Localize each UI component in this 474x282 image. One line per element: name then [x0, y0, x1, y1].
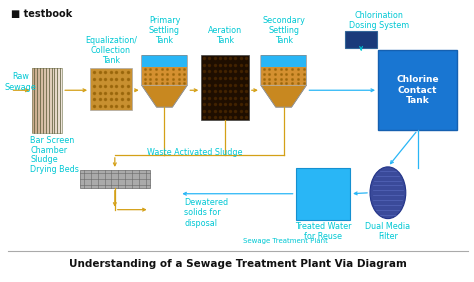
Bar	[50, 68, 51, 133]
Bar	[52, 68, 53, 133]
Text: Chlorine
Contact
Tank: Chlorine Contact Tank	[396, 75, 439, 105]
Text: Treated Water
for Reuse: Treated Water for Reuse	[295, 222, 351, 241]
Bar	[36, 68, 37, 133]
Bar	[60, 68, 61, 133]
Bar	[61, 68, 62, 133]
Text: Dewatered
solids for
disposal: Dewatered solids for disposal	[184, 198, 228, 228]
Bar	[37, 68, 38, 133]
Text: ■ testbook: ■ testbook	[10, 9, 72, 19]
Bar	[39, 68, 40, 133]
Text: Sewage Treatment Plant: Sewage Treatment Plant	[243, 237, 328, 244]
Bar	[345, 30, 377, 49]
Bar	[90, 68, 132, 110]
Bar	[54, 68, 55, 133]
Bar	[142, 56, 187, 67]
Text: Dual Media
Filter: Dual Media Filter	[365, 222, 410, 241]
Bar	[201, 56, 249, 120]
Bar	[47, 68, 48, 133]
Polygon shape	[261, 85, 307, 107]
Bar	[32, 68, 62, 133]
Text: Equalization/
Collection
Tank: Equalization/ Collection Tank	[85, 36, 137, 65]
Bar	[48, 68, 49, 133]
Bar	[45, 68, 46, 133]
Bar	[56, 68, 57, 133]
Bar	[42, 68, 43, 133]
Text: Bar Screen
Chamber: Bar Screen Chamber	[30, 136, 75, 155]
Bar	[261, 56, 307, 67]
Text: Chlorination
Dosing System: Chlorination Dosing System	[349, 11, 409, 30]
Bar	[58, 68, 59, 133]
Bar	[142, 67, 187, 85]
Bar	[59, 68, 60, 133]
Bar	[378, 50, 457, 130]
Text: Aeration
Tank: Aeration Tank	[208, 26, 242, 45]
Bar	[38, 68, 39, 133]
Bar	[33, 68, 35, 133]
Bar	[55, 68, 56, 133]
Ellipse shape	[370, 167, 406, 219]
Bar	[51, 68, 52, 133]
Bar	[43, 68, 45, 133]
Bar	[49, 68, 50, 133]
Bar	[41, 68, 42, 133]
Bar	[35, 68, 36, 133]
Text: Raw
Sewage: Raw Sewage	[5, 72, 36, 92]
Bar	[80, 170, 150, 188]
Bar	[261, 67, 307, 85]
Bar	[40, 68, 41, 133]
Bar	[32, 68, 33, 133]
Text: Sludge
Drying Beds: Sludge Drying Beds	[30, 155, 79, 174]
Text: Primary
Settling
Tank: Primary Settling Tank	[149, 16, 180, 45]
Bar	[46, 68, 47, 133]
Text: Understanding of a Sewage Treatment Plant Via Diagram: Understanding of a Sewage Treatment Plan…	[69, 259, 407, 269]
Bar	[296, 168, 350, 220]
Text: Secondary
Settling
Tank: Secondary Settling Tank	[262, 16, 305, 45]
Polygon shape	[142, 85, 187, 107]
Bar	[53, 68, 54, 133]
Text: Waste Activated Sludge: Waste Activated Sludge	[146, 148, 242, 157]
Bar	[57, 68, 58, 133]
